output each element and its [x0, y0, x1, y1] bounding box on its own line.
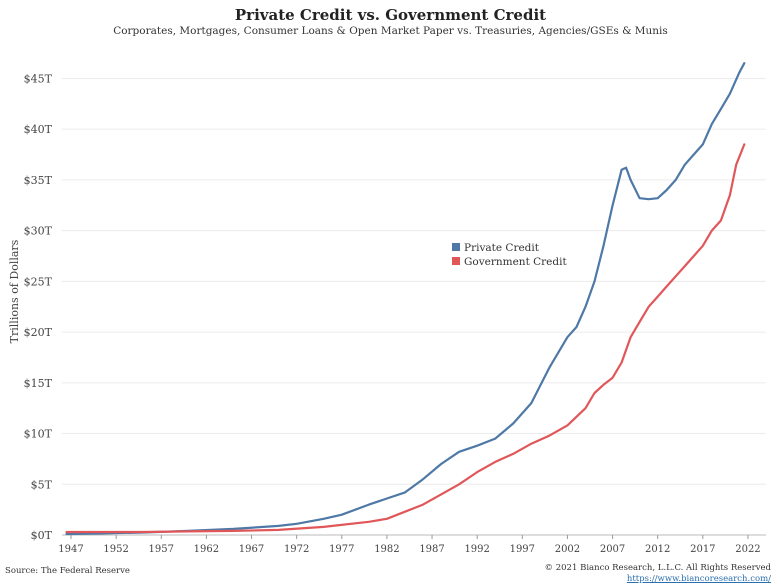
x-tick-label: 2017 [690, 544, 715, 555]
y-tick-label: $20T [24, 326, 53, 339]
legend-label: Private Credit [464, 242, 540, 254]
y-tick-label: $40T [24, 123, 53, 136]
x-tick-label: 1957 [149, 544, 174, 555]
legend-label: Government Credit [464, 256, 567, 268]
gridlines [62, 77, 766, 536]
x-tick-label: 1972 [284, 544, 309, 555]
series-line-private-credit [65, 62, 746, 536]
legend-swatch [452, 243, 460, 251]
x-tick-label: 1967 [239, 544, 264, 555]
x-tick-label: 1947 [58, 544, 83, 555]
x-tick-label: 1987 [419, 544, 444, 555]
y-tick-label: $30T [24, 225, 53, 238]
y-tick-label: $45T [24, 72, 53, 85]
y-tick-label: $10T [24, 428, 53, 441]
website-link[interactable]: https://www.biancoresearch.com/ [626, 574, 771, 584]
y-axis: $0T $5T $10T $15T $20T $25T $30T $35T $40T $45T [24, 72, 53, 542]
x-tick-label: 1997 [510, 544, 535, 555]
series-lines [65, 62, 746, 536]
legend-swatch [452, 257, 460, 265]
chart-subtitle: Corporates, Mortgages, Consumer Loans & … [113, 25, 668, 37]
y-tick-label: $0T [31, 529, 53, 542]
y-tick-label: $35T [24, 174, 53, 187]
y-tick-label: $5T [31, 478, 53, 491]
legend: Private Credit Government Credit [452, 242, 567, 268]
x-axis: 1947 1952 1957 1962 1967 1972 1977 1982 1987 1992… [58, 535, 761, 555]
y-axis-label: Trillions of Dollars [8, 239, 21, 343]
copyright-note: © 2021 Bianco Research, L.L.C. All Right… [544, 563, 771, 573]
y-tick-label: $25T [24, 275, 53, 288]
x-tick-label: 1952 [103, 544, 128, 555]
chart-title: Private Credit vs. Government Credit [234, 6, 547, 24]
x-tick-label: 2002 [555, 544, 580, 555]
y-tick-label: $15T [24, 377, 53, 390]
x-tick-label: 2007 [600, 544, 625, 555]
x-tick-label: 2022 [735, 544, 760, 555]
source-note: Source: The Federal Reserve [5, 566, 130, 576]
x-tick-label: 1977 [329, 544, 354, 555]
x-tick-label: 2012 [645, 544, 670, 555]
x-tick-label: 1992 [464, 544, 489, 555]
series-line-government-credit [65, 143, 746, 534]
x-tick-label: 1962 [194, 544, 219, 555]
x-tick-label: 1982 [374, 544, 399, 555]
